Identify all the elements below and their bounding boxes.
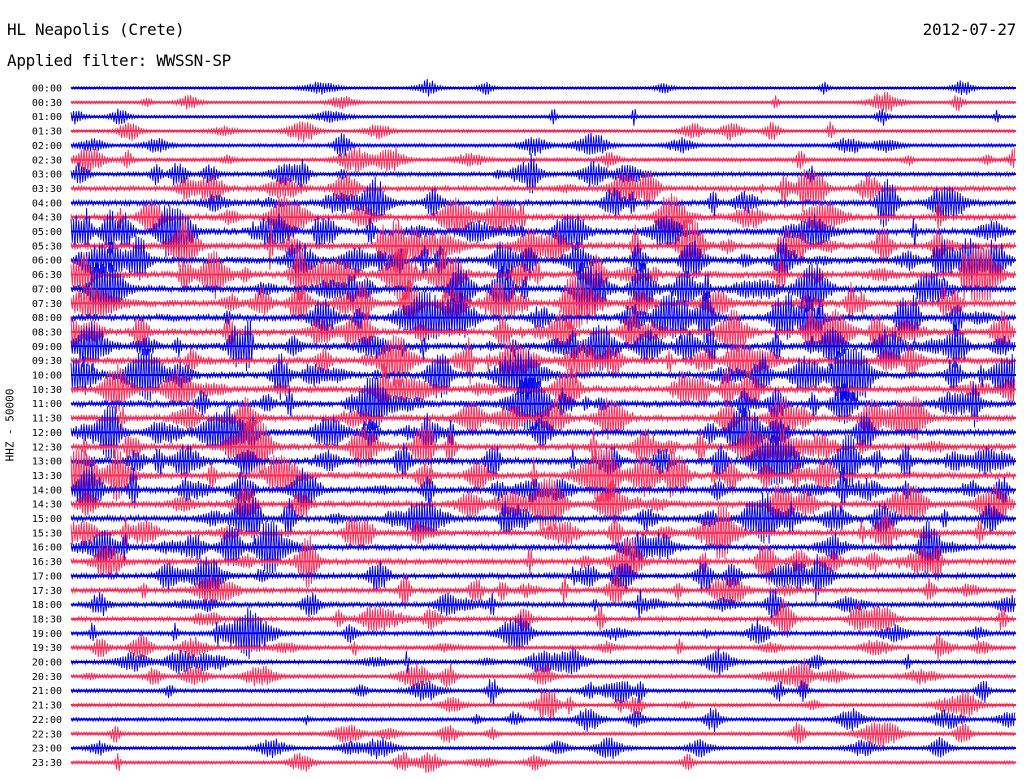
seismic-trace [70,464,1016,515]
row-time-label: 06:00 [32,256,62,267]
row-time-label: 04:00 [32,198,62,209]
row-time-label: 13:30 [32,471,62,482]
row-time-label: 21:30 [32,701,62,712]
row-time-label: 07:30 [32,299,62,310]
row-time-label: 00:00 [32,84,62,95]
row-time-label: 21:00 [32,686,62,697]
row-time-label: 08:30 [32,327,62,338]
seismic-trace [70,707,1016,733]
row-time-label: 16:30 [32,557,62,568]
seismic-trace [70,121,1016,143]
seismic-trace [70,449,1016,502]
row-time-label: 17:30 [32,586,62,597]
seismic-trace [70,169,1016,212]
row-time-label: 09:30 [32,356,62,367]
row-time-label: 10:30 [32,385,62,396]
seismic-trace [70,633,1016,660]
row-time-label: 03:30 [32,184,62,195]
row-time-label: 18:30 [32,614,62,625]
seismic-trace [70,193,1016,242]
row-time-label: 20:30 [32,672,62,683]
seismic-trace [70,262,1016,315]
row-time-label: 16:00 [32,543,62,554]
seismic-trace [70,335,1016,387]
row-time-label: 12:00 [32,428,62,439]
row-time-label: 05:00 [32,227,62,238]
row-time-label: 08:00 [32,313,62,324]
row-time-label: 18:00 [32,600,62,611]
row-time-label: 15:30 [32,528,62,539]
row-time-label: 14:00 [32,485,62,496]
seismic-trace [70,535,1016,588]
seismic-trace [70,722,1016,749]
row-time-label: 05:30 [32,241,62,252]
seismic-trace [70,219,1016,272]
seismic-trace [70,108,1016,126]
seismic-trace [70,277,1016,330]
seismic-trace [70,492,1016,545]
row-time-label: 20:00 [32,658,62,669]
seismic-trace [70,647,1016,676]
seismic-trace [70,320,1016,372]
filter-label: Applied filter: WWSSN-SP [7,51,231,70]
seismic-trace [70,364,1016,414]
row-time-label: 11:30 [32,414,62,425]
seismic-trace [70,736,1016,760]
seismic-trace [70,235,1016,286]
row-time-label: 09:00 [32,342,62,353]
seismic-trace [70,291,1016,344]
seismic-trace [70,348,1016,402]
row-time-label: 22:00 [32,715,62,726]
station-title: HL Neapolis (Crete) [7,20,185,39]
seismic-trace [70,132,1016,157]
row-time-label: 07:00 [32,284,62,295]
row-time-label: 11:00 [32,399,62,410]
date-label: 2012-07-27 [922,20,1017,39]
seismic-trace [70,78,1016,97]
seismic-trace [70,598,1016,638]
seismic-trace [70,205,1016,258]
seismic-trace [70,751,1016,774]
seismic-trace [70,589,1016,622]
row-time-label: 02:30 [32,155,62,166]
seismic-trace [70,478,1016,531]
seismic-trace [70,153,1016,194]
row-time-label: 03:00 [32,170,62,181]
row-time-label: 01:00 [32,112,62,123]
seismic-trace [70,176,1016,228]
row-time-label: 19:00 [32,629,62,640]
row-time-label: 17:00 [32,571,62,582]
row-time-label: 10:00 [32,371,62,382]
row-time-label: 02:00 [32,141,62,152]
row-time-label: 00:30 [32,98,62,109]
row-time-label: 22:30 [32,729,62,740]
row-time-label: 13:00 [32,457,62,468]
seismic-trace [70,248,1016,301]
seismic-trace [70,506,1016,559]
row-time-label: 14:30 [32,500,62,511]
seismic-trace [70,146,1016,174]
row-time-label: 23:30 [32,758,62,769]
row-time-label: 23:00 [32,744,62,755]
row-time-label: 01:30 [32,127,62,138]
seismic-trace [70,395,1016,441]
row-time-label: 04:30 [32,213,62,224]
row-time-label: 15:00 [32,514,62,525]
seismic-trace [70,658,1016,693]
seismic-trace [70,607,1016,660]
row-time-label: 19:30 [32,643,62,654]
seismic-trace [70,435,1016,488]
seismic-trace [70,573,1016,610]
seismic-trace [70,91,1016,113]
row-time-label: 06:30 [32,270,62,281]
seismic-trace [70,679,1016,706]
seismic-trace [70,420,1016,473]
seismic-trace [70,553,1016,602]
seismic-trace [70,521,1016,574]
row-time-label: 12:30 [32,442,62,453]
